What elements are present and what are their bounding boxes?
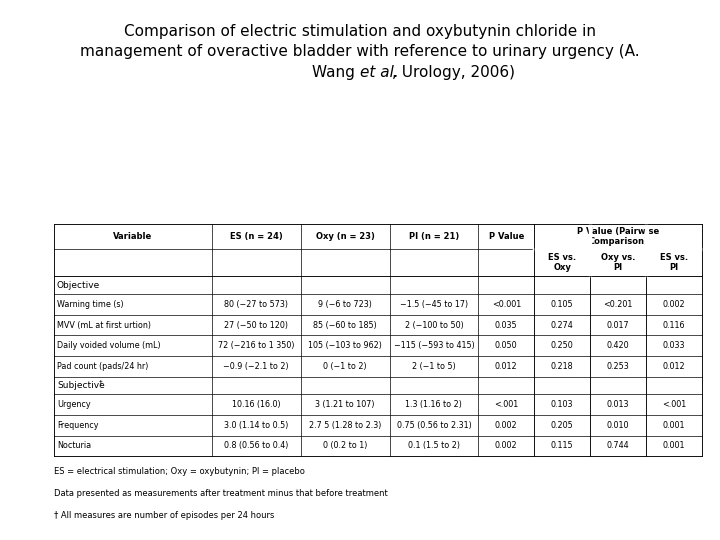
Text: †: † xyxy=(99,379,102,386)
Text: 0.75 (0.56 to 2.31): 0.75 (0.56 to 2.31) xyxy=(397,421,472,430)
Text: MVV (mL at first urtion): MVV (mL at first urtion) xyxy=(57,321,151,329)
Text: 105 (−103 to 962): 105 (−103 to 962) xyxy=(308,341,382,350)
Text: 0.033: 0.033 xyxy=(663,341,685,350)
Text: 27 (−50 to 120): 27 (−50 to 120) xyxy=(225,321,288,329)
Text: <0.001: <0.001 xyxy=(492,300,521,309)
Text: 0.218: 0.218 xyxy=(551,362,574,371)
Text: 0.035: 0.035 xyxy=(495,321,518,329)
Text: 0.420: 0.420 xyxy=(607,341,629,350)
Text: ES vs.
Pl: ES vs. Pl xyxy=(660,253,688,272)
Text: 0.001: 0.001 xyxy=(663,421,685,430)
Text: P Value (Pairwise
Comparison): P Value (Pairwise Comparison) xyxy=(577,227,660,246)
Text: 9 (−6 to 723): 9 (−6 to 723) xyxy=(318,300,372,309)
Text: 10.16 (16.0): 10.16 (16.0) xyxy=(232,400,281,409)
Text: 0.002: 0.002 xyxy=(495,442,518,450)
Text: Warning time (s): Warning time (s) xyxy=(57,300,124,309)
Text: management of overactive bladder with reference to urinary urgency (A.: management of overactive bladder with re… xyxy=(80,44,640,59)
Text: 3.0 (1.14 to 0.5): 3.0 (1.14 to 0.5) xyxy=(224,421,289,430)
Text: Wang: Wang xyxy=(312,65,360,80)
Text: Urgency: Urgency xyxy=(57,400,91,409)
Text: † All measures are number of episodes per 24 hours: † All measures are number of episodes pe… xyxy=(54,511,274,521)
Text: 0.8 (0.56 to 0.4): 0.8 (0.56 to 0.4) xyxy=(224,442,289,450)
Text: 0.103: 0.103 xyxy=(551,400,573,409)
Text: 0.274: 0.274 xyxy=(551,321,574,329)
Text: Oxy vs.
Pl: Oxy vs. Pl xyxy=(601,253,635,272)
Text: et al.: et al. xyxy=(360,65,399,80)
Text: P Value: P Value xyxy=(489,232,524,241)
Text: Frequency: Frequency xyxy=(57,421,99,430)
Text: −115 (−593 to 415): −115 (−593 to 415) xyxy=(394,341,474,350)
Text: Subjective: Subjective xyxy=(57,381,104,390)
Text: , Urology, 2006): , Urology, 2006) xyxy=(392,65,516,80)
Text: 0.012: 0.012 xyxy=(662,362,685,371)
Text: Oxy (n = 23): Oxy (n = 23) xyxy=(315,232,374,241)
Text: 0.013: 0.013 xyxy=(607,400,629,409)
Text: ES = electrical stimulation; Oxy = oxybutynin; Pl = placebo: ES = electrical stimulation; Oxy = oxybu… xyxy=(54,467,305,476)
Text: 0 (−1 to 2): 0 (−1 to 2) xyxy=(323,362,367,371)
Text: <.001: <.001 xyxy=(662,400,686,409)
Text: 3 (1.21 to 107): 3 (1.21 to 107) xyxy=(315,400,375,409)
Text: 2 (−100 to 50): 2 (−100 to 50) xyxy=(405,321,463,329)
Text: 0.1 (1.5 to 2): 0.1 (1.5 to 2) xyxy=(408,442,460,450)
Text: Data presented as measurements after treatment minus that before treatment: Data presented as measurements after tre… xyxy=(54,489,388,498)
Text: 85 (−60 to 185): 85 (−60 to 185) xyxy=(313,321,377,329)
Text: 0.105: 0.105 xyxy=(551,300,574,309)
Text: 0.002: 0.002 xyxy=(662,300,685,309)
Text: −0.9 (−2.1 to 2): −0.9 (−2.1 to 2) xyxy=(223,362,289,371)
Text: 0.010: 0.010 xyxy=(607,421,629,430)
Text: 2.7 5 (1.28 to 2.3): 2.7 5 (1.28 to 2.3) xyxy=(309,421,382,430)
Text: 0.017: 0.017 xyxy=(607,321,629,329)
Text: 2 (−1 to 5): 2 (−1 to 5) xyxy=(412,362,456,371)
Text: 1.3 (1.16 to 2): 1.3 (1.16 to 2) xyxy=(405,400,462,409)
Text: 0.744: 0.744 xyxy=(607,442,629,450)
Text: 0.115: 0.115 xyxy=(551,442,574,450)
Text: Pad count (pads/24 hr): Pad count (pads/24 hr) xyxy=(57,362,148,371)
Text: ES vs.
Oxy: ES vs. Oxy xyxy=(548,253,576,272)
Text: Nocturia: Nocturia xyxy=(57,442,91,450)
Text: 72 (−216 to 1 350): 72 (−216 to 1 350) xyxy=(218,341,294,350)
Text: 0.250: 0.250 xyxy=(551,341,574,350)
Text: 0.253: 0.253 xyxy=(607,362,629,371)
Text: Pl (n = 21): Pl (n = 21) xyxy=(409,232,459,241)
Text: <0.201: <0.201 xyxy=(603,300,633,309)
Text: 0.001: 0.001 xyxy=(663,442,685,450)
Text: Variable: Variable xyxy=(113,232,153,241)
Text: 80 (−27 to 573): 80 (−27 to 573) xyxy=(225,300,288,309)
Text: ES (n = 24): ES (n = 24) xyxy=(230,232,283,241)
Text: −1.5 (−45 to 17): −1.5 (−45 to 17) xyxy=(400,300,468,309)
Text: Objective: Objective xyxy=(57,281,100,290)
Text: 0 (0.2 to 1): 0 (0.2 to 1) xyxy=(323,442,367,450)
Text: Comparison of electric stimulation and oxybutynin chloride in: Comparison of electric stimulation and o… xyxy=(124,24,596,39)
Text: 0.116: 0.116 xyxy=(663,321,685,329)
Text: <.001: <.001 xyxy=(494,400,518,409)
Text: 0.002: 0.002 xyxy=(495,421,518,430)
Text: 0.012: 0.012 xyxy=(495,362,518,371)
Text: 0.205: 0.205 xyxy=(551,421,574,430)
Text: 0.050: 0.050 xyxy=(495,341,518,350)
Text: Daily voided volume (mL): Daily voided volume (mL) xyxy=(57,341,161,350)
